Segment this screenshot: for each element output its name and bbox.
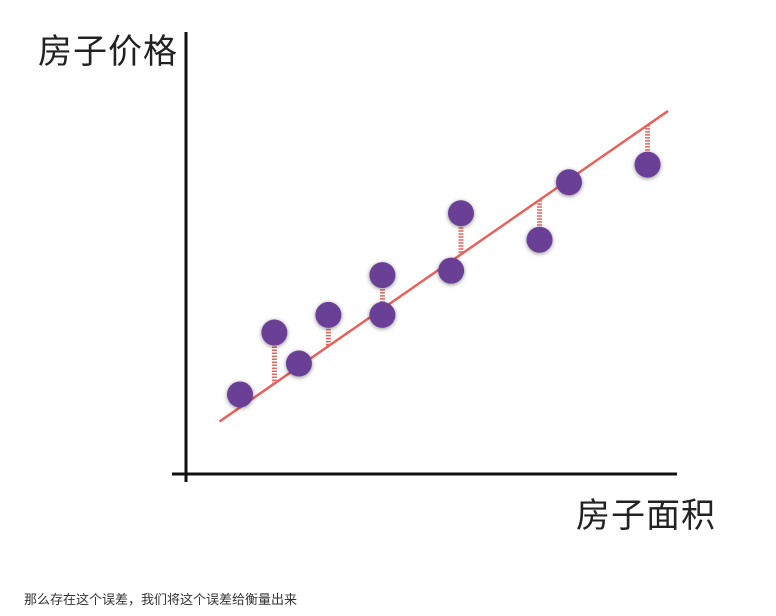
data-point-5 <box>369 301 396 328</box>
data-point-3 <box>315 301 342 328</box>
scatter-chart <box>172 32 677 482</box>
data-point-6 <box>438 257 465 284</box>
x-axis-label: 房子面积 <box>576 496 716 536</box>
data-point-10 <box>634 151 661 178</box>
data-point-8 <box>526 226 553 253</box>
y-axis-label: 房子价格 <box>38 32 178 72</box>
data-point-1 <box>261 319 288 346</box>
caption-text: 那么存在这个误差，我们将这个误差给衡量出来 <box>24 593 298 608</box>
data-point-0 <box>227 381 254 408</box>
data-point-7 <box>447 200 474 227</box>
data-point-9 <box>555 169 582 196</box>
data-point-4 <box>369 262 396 289</box>
data-point-2 <box>285 350 312 377</box>
points-group <box>227 151 661 408</box>
